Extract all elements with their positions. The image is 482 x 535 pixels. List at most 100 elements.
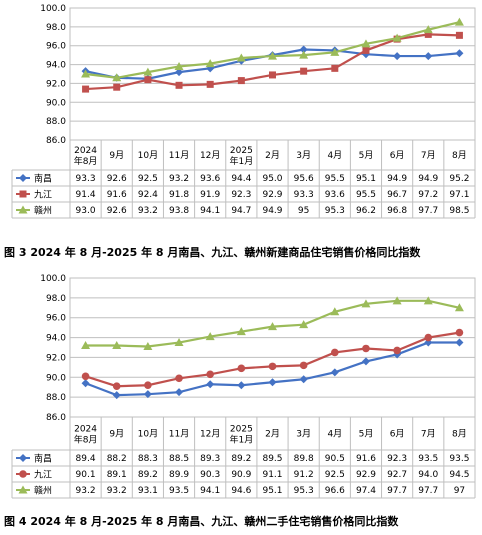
x-tick-label: 11月 (169, 429, 189, 440)
table-cell: 92.3 (231, 190, 251, 200)
y-tick-label: 96.0 (46, 314, 66, 324)
table-cell: 92.5 (138, 174, 158, 184)
data-point (236, 53, 246, 62)
table-cell: 92.4 (138, 190, 158, 200)
data-point (455, 31, 463, 39)
x-tick-label: 2024 年8月 (74, 146, 98, 167)
x-tick-label: 4月 (327, 150, 342, 161)
x-tick-label: 8月 (452, 150, 467, 161)
data-point (361, 357, 370, 366)
plot-area: 86.0 88.0 90.0 92.0 94.0 96.0 98.0 100.0 (40, 274, 476, 423)
table-cell: 88.5 (169, 454, 189, 464)
table-cell: 96.6 (325, 486, 345, 496)
chart-new-housing-title: 图 3 2024 年 8 月-2025 年 8 月南昌、九江、赣州新建商品住宅销… (4, 246, 421, 259)
data-point (330, 307, 340, 316)
table-cell: 92.5 (325, 470, 345, 480)
table-cell: 89.5 (262, 454, 282, 464)
series-九江 (81, 328, 464, 391)
table-cell: 91.4 (76, 190, 96, 200)
y-tick-label: 90.0 (46, 98, 66, 108)
x-tick-label: 9月 (109, 429, 124, 440)
data-point (175, 81, 183, 89)
x-tick-label: 12月 (200, 150, 220, 161)
legend-label: 赣州 (34, 205, 52, 217)
table-cell: 92.3 (387, 454, 407, 464)
table-cell: 95 (298, 206, 309, 216)
legend-label: 赣州 (34, 485, 52, 497)
table-cell: 92.6 (107, 174, 127, 184)
table-cell: 97.7 (387, 486, 407, 496)
table-cell: 91.6 (356, 454, 376, 464)
x-tick-label: 7月 (421, 429, 436, 440)
table-cell: 92.7 (387, 470, 407, 480)
data-point (268, 362, 277, 371)
table-cell: 93.8 (169, 206, 189, 216)
data-point (113, 83, 121, 91)
data-point (144, 381, 152, 390)
x-tick-label: 9月 (109, 150, 124, 161)
data-point (299, 320, 309, 329)
table-cell: 93.6 (200, 174, 220, 184)
data-point (268, 51, 277, 60)
y-tick-label: 92.0 (46, 79, 66, 89)
x-tick-label: 2月 (265, 150, 280, 161)
data-point (112, 73, 122, 82)
data-point (268, 378, 277, 387)
data-point (237, 364, 246, 373)
data-point (454, 303, 464, 312)
data-point (424, 52, 433, 61)
data-point (330, 368, 339, 377)
table-cell: 91.8 (169, 190, 189, 200)
data-point (423, 25, 433, 34)
data-table: 2024 年8月 9月 10月 11月 12月 2025 年1月 2月 3月 4月 5月 6月 7月 8月南… (11, 140, 476, 219)
table-cell: 93.5 (449, 454, 469, 464)
data-point (143, 342, 153, 351)
table-cell: 94.1 (200, 206, 220, 216)
table-cell: 92.9 (262, 190, 282, 200)
data-point (299, 375, 308, 384)
y-tick-label: 98.0 (46, 23, 66, 33)
table-cell: 95.3 (325, 206, 345, 216)
data-point (236, 327, 246, 336)
data-point (455, 49, 464, 58)
legend-marker (18, 485, 28, 494)
data-table: 2024 年8月 9月 10月 11月 12月 2025 年1月 2月 3月 4月 5月 6月 7月 8月南… (11, 417, 476, 499)
table-cell: 96.7 (387, 190, 407, 200)
table-cell: 93.5 (418, 454, 438, 464)
data-point (81, 379, 90, 388)
table-cell: 91.6 (107, 190, 127, 200)
data-point (330, 47, 340, 56)
table-cell: 97.4 (356, 486, 376, 496)
y-tick-label: 94.0 (46, 334, 66, 344)
table-cell: 94.6 (231, 486, 251, 496)
table-cell: 88.2 (107, 454, 127, 464)
x-tick-label: 2025 年1月 (229, 425, 253, 446)
table-cell: 90.9 (231, 470, 251, 480)
table-cell: 94.9 (262, 206, 282, 216)
table-cell: 88.3 (138, 454, 158, 464)
data-point (424, 338, 433, 347)
data-point (206, 370, 214, 379)
data-point (205, 332, 215, 341)
table-cell: 93.2 (169, 174, 189, 184)
legend-label: 九江 (34, 470, 52, 481)
legend-label: 九江 (34, 190, 52, 201)
x-tick-label: 2月 (265, 429, 280, 440)
data-point (455, 328, 464, 337)
data-point (175, 388, 184, 397)
data-point (112, 341, 122, 350)
y-tick-label: 88.0 (46, 393, 66, 403)
y-tick-label: 98.0 (46, 294, 66, 304)
data-point (392, 33, 402, 42)
data-point (362, 46, 370, 54)
table-cell: 93.2 (138, 206, 158, 216)
x-tick-label: 6月 (390, 429, 405, 440)
data-point (454, 17, 464, 26)
legend-label: 南昌 (34, 453, 52, 465)
table-cell: 92.6 (107, 206, 127, 216)
data-point (174, 61, 184, 70)
x-tick-label: 3月 (296, 150, 311, 161)
y-tick-label: 100.0 (40, 4, 66, 14)
table-cell: 97.7 (418, 206, 438, 216)
data-point (237, 77, 245, 85)
